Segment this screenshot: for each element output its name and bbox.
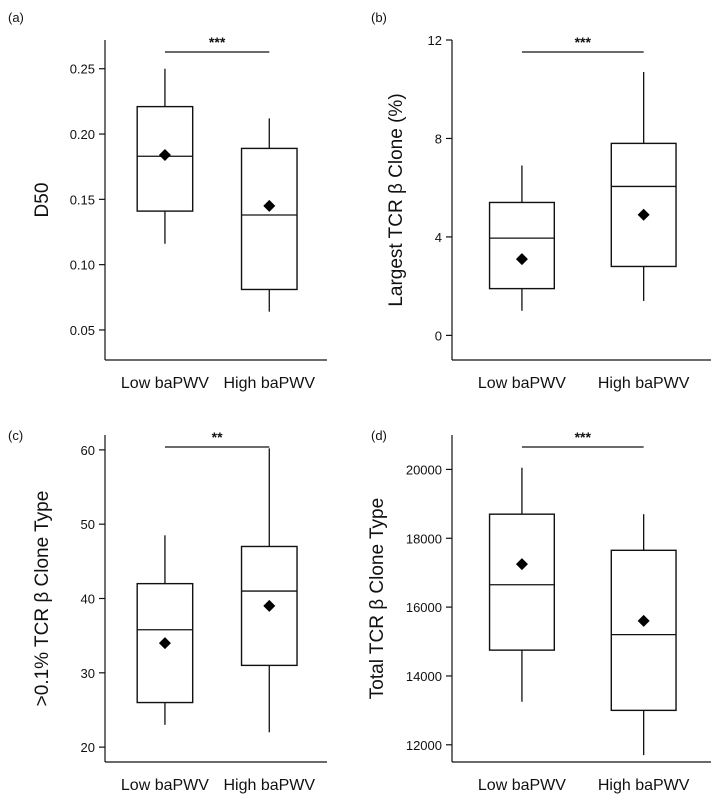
iqr-box (610, 549, 677, 712)
x-category-label: High baPWV (223, 375, 315, 392)
iqr-box (488, 513, 556, 651)
iqr-box (610, 142, 677, 268)
y-axis-label: D50 (32, 183, 53, 218)
y-tick-label: 18000 (406, 531, 442, 546)
mean-marker (158, 148, 171, 161)
y-tick-label: 40 (81, 592, 95, 607)
panel-label: (c) (8, 428, 23, 443)
y-tick-label: 30 (81, 666, 95, 681)
panel-d: (d) 12000 14000 16000 18000 20000 Total TCR β … (367, 428, 711, 794)
x-category-label: High baPWV (598, 777, 690, 794)
y-tick-label: 0.20 (70, 127, 95, 142)
panel-a: (a) 0.05 0.10 0.15 0.20 0.25 D50 Low baPWV High … (8, 10, 327, 392)
panel-label: (a) (8, 10, 24, 25)
mean-marker (637, 208, 650, 221)
x-category-label: High baPWV (223, 777, 315, 794)
y-tick-label: 4 (435, 230, 442, 245)
y-tick-label: 16000 (406, 600, 442, 615)
panel-c: (c) 20 30 40 50 60 >0.1% TCR β Clone Type Low b… (8, 428, 327, 794)
significance-label: *** (209, 34, 226, 50)
iqr-box (488, 201, 556, 290)
x-category-label: Low baPWV (478, 777, 566, 794)
panel-label: (d) (371, 428, 387, 443)
y-axis-label: Total TCR β Clone Type (367, 498, 388, 699)
panel-b: (b) 0 4 8 12 Largest TCR β Clone (%) Low baPWV… (371, 10, 711, 392)
mean-marker (263, 599, 276, 612)
y-tick-label: 12000 (406, 738, 442, 753)
y-tick-label: 0.15 (70, 192, 95, 207)
box-low-bapwv (488, 165, 556, 311)
x-category-label: Low baPWV (478, 375, 566, 392)
y-tick-label: 20 (81, 740, 95, 755)
y-tick-label: 50 (81, 517, 95, 532)
panel-label: (b) (371, 10, 387, 25)
iqr-box (136, 105, 194, 212)
box-high-bapwv (610, 72, 677, 301)
box-low-bapwv (136, 68, 194, 244)
significance-label: *** (575, 34, 592, 50)
y-tick-label: 14000 (406, 669, 442, 684)
y-tick-label: 0.10 (70, 258, 95, 273)
y-tick-label: 0.25 (70, 62, 95, 77)
y-axis-label: >0.1% TCR β Clone Type (32, 491, 53, 707)
y-tick-label: 60 (81, 443, 95, 458)
significance-label: ** (212, 429, 223, 445)
box-high-bapwv (240, 118, 298, 312)
x-category-label: Low baPWV (121, 777, 209, 794)
box-high-bapwv (240, 448, 298, 733)
mean-marker (263, 199, 276, 212)
y-axis-label: Largest TCR β Clone (%) (386, 93, 407, 306)
x-category-label: High baPWV (598, 375, 690, 392)
y-tick-label: 8 (435, 131, 442, 146)
y-tick-label: 12 (428, 33, 442, 48)
mean-marker (158, 637, 171, 650)
mean-marker (637, 614, 650, 627)
x-category-label: Low baPWV (121, 375, 209, 392)
y-tick-label: 0 (435, 328, 442, 343)
box-high-bapwv (610, 514, 677, 756)
mean-marker (515, 253, 528, 266)
y-tick-label: 20000 (406, 462, 442, 477)
box-low-bapwv (136, 535, 194, 725)
box-low-bapwv (488, 467, 556, 702)
iqr-box (240, 147, 298, 291)
significance-label: *** (575, 429, 592, 445)
y-tick-label: 0.05 (70, 323, 95, 338)
mean-marker (515, 558, 528, 571)
